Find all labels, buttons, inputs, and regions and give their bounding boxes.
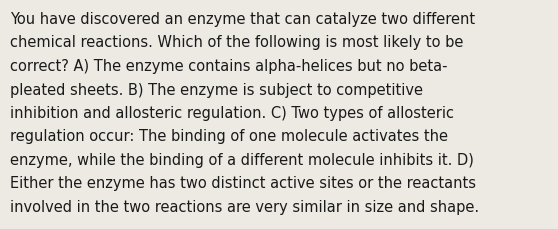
Text: You have discovered an enzyme that can catalyze two different: You have discovered an enzyme that can c…	[10, 12, 475, 27]
Text: pleated sheets. B) The enzyme is subject to competitive: pleated sheets. B) The enzyme is subject…	[10, 82, 423, 97]
Text: inhibition and allosteric regulation. C) Two types of allosteric: inhibition and allosteric regulation. C)…	[10, 106, 454, 120]
Text: correct? A) The enzyme contains alpha-helices but no beta-: correct? A) The enzyme contains alpha-he…	[10, 59, 448, 74]
Text: chemical reactions. Which of the following is most likely to be: chemical reactions. Which of the followi…	[10, 35, 463, 50]
Text: involved in the two reactions are very similar in size and shape.: involved in the two reactions are very s…	[10, 199, 479, 214]
Text: Either the enzyme has two distinct active sites or the reactants: Either the enzyme has two distinct activ…	[10, 176, 476, 191]
Text: regulation occur: The binding of one molecule activates the: regulation occur: The binding of one mol…	[10, 129, 448, 144]
Text: enzyme, while the binding of a different molecule inhibits it. D): enzyme, while the binding of a different…	[10, 152, 474, 167]
